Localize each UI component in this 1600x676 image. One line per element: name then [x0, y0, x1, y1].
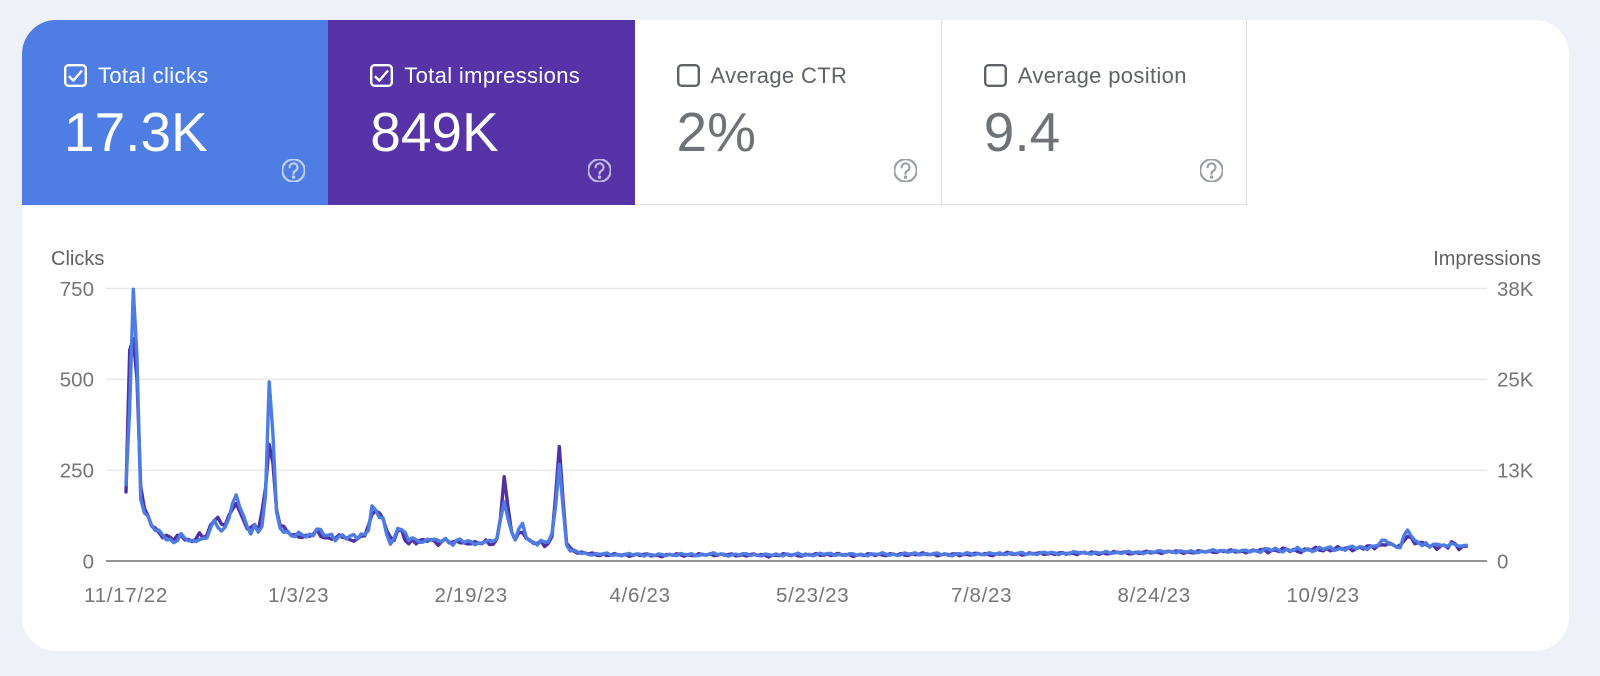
- svg-text:1/3/23: 1/3/23: [268, 584, 329, 607]
- svg-text:Clicks: Clicks: [51, 248, 104, 270]
- svg-text:250: 250: [60, 460, 94, 483]
- svg-text:5/23/23: 5/23/23: [776, 584, 849, 607]
- svg-text:38K: 38K: [1497, 278, 1534, 301]
- svg-text:2/19/23: 2/19/23: [435, 584, 508, 607]
- svg-text:13K: 13K: [1497, 460, 1534, 483]
- svg-text:10/9/23: 10/9/23: [1286, 584, 1359, 607]
- svg-text:11/17/22: 11/17/22: [84, 584, 168, 607]
- svg-text:Impressions: Impressions: [1433, 248, 1541, 270]
- svg-text:4/6/23: 4/6/23: [609, 584, 670, 607]
- svg-text:500: 500: [60, 369, 94, 392]
- svg-text:750: 750: [60, 278, 94, 301]
- svg-text:7/8/23: 7/8/23: [951, 584, 1012, 607]
- svg-text:0: 0: [83, 550, 94, 573]
- svg-text:0: 0: [1497, 550, 1508, 573]
- svg-text:25K: 25K: [1497, 369, 1534, 392]
- svg-text:8/24/23: 8/24/23: [1118, 584, 1191, 607]
